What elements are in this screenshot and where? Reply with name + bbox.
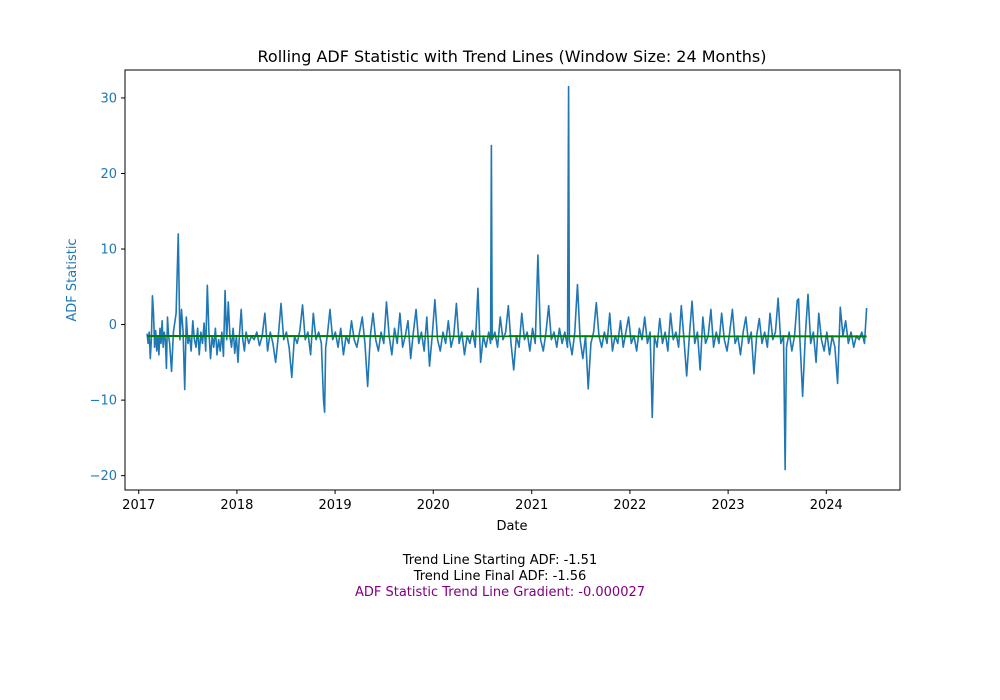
- y-tick-label: 30: [100, 91, 117, 106]
- trend-final-text: Trend Line Final ADF: -1.56: [413, 569, 587, 584]
- trend-gradient-text: ADF Statistic Trend Line Gradient: -0.00…: [354, 585, 646, 600]
- trend-start-text: Trend Line Starting ADF: -1.51: [402, 553, 598, 568]
- y-tick-label: 10: [100, 243, 117, 258]
- x-tick-label: 2021: [515, 498, 548, 513]
- y-axis-label: ADF Statistic: [65, 238, 80, 321]
- x-tick-label: 2019: [319, 498, 352, 513]
- y-tick-label: 0: [109, 318, 117, 333]
- trend-summary: Trend Line Starting ADF: -1.51 Trend Lin…: [0, 553, 1000, 601]
- x-axis-label: Date: [496, 519, 527, 534]
- chart-title: Rolling ADF Statistic with Trend Lines (…: [258, 47, 767, 66]
- plot-area: [124, 69, 901, 491]
- y-tick-label: −10: [90, 394, 117, 409]
- adf-series-line: [146, 85, 868, 471]
- x-tick-label: 2017: [122, 498, 155, 513]
- x-tick-label: 2024: [810, 498, 843, 513]
- x-tick-label: 2023: [712, 498, 745, 513]
- x-tick-label: 2022: [613, 498, 646, 513]
- x-tick-label: 2020: [417, 498, 450, 513]
- y-tick-label: −20: [90, 469, 117, 484]
- y-tick-label: 20: [100, 167, 117, 182]
- x-tick-label: 2018: [220, 498, 253, 513]
